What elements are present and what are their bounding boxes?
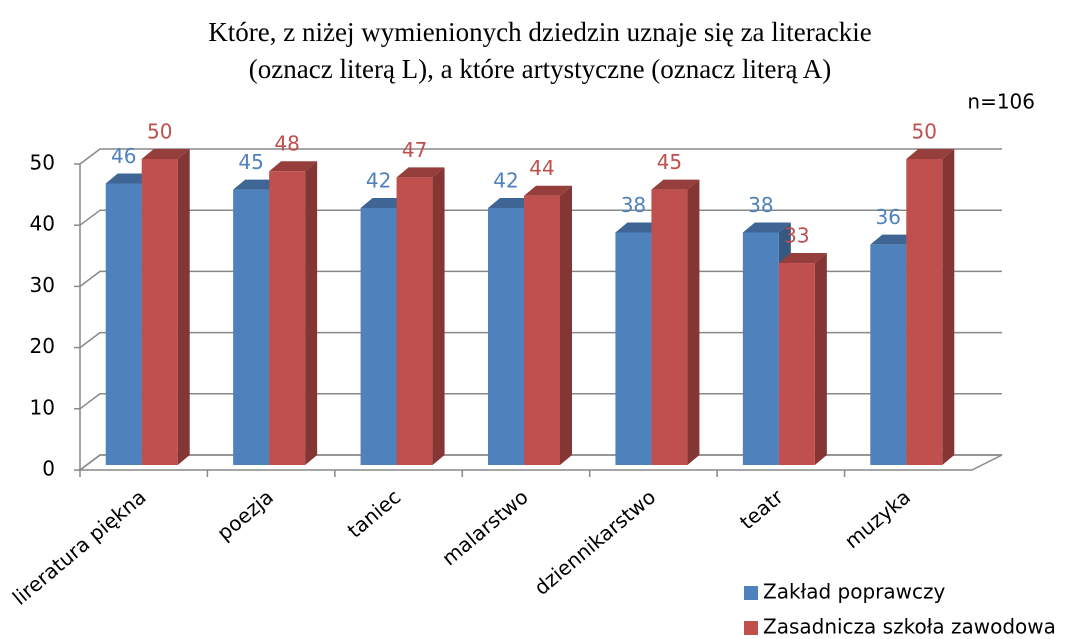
data-label: 46: [111, 144, 136, 168]
bar-side: [942, 149, 955, 465]
data-label: 44: [529, 156, 554, 180]
bar-side: [687, 179, 700, 465]
bar: [396, 177, 433, 466]
bar: [651, 189, 688, 465]
y-tick-label: 50: [30, 151, 55, 175]
legend-swatch: [744, 586, 758, 600]
bar: [233, 189, 270, 465]
data-label: 45: [238, 150, 263, 174]
bar: [778, 263, 815, 465]
grid-line: [79, 331, 1002, 349]
bar: [105, 183, 142, 466]
chart-title: (oznacz literą L), a które artystyczne (…: [249, 54, 831, 84]
data-label: 50: [912, 120, 937, 144]
data-label: 36: [876, 205, 901, 229]
grid-line: [79, 209, 1002, 226]
data-label: 42: [366, 168, 391, 192]
bar-top: [778, 253, 827, 264]
bar-side: [177, 149, 190, 465]
grid-line: [79, 148, 1002, 165]
grid-line: [79, 454, 1002, 471]
bar: [615, 232, 652, 465]
legend-label: Zakład poprawczy: [763, 580, 945, 604]
bar: [524, 195, 560, 465]
y-tick-label: 20: [30, 334, 55, 358]
data-label: 45: [657, 150, 682, 174]
x-tick-label: lireratura piękna: [8, 485, 151, 610]
bar-top: [269, 161, 318, 172]
legend-swatch: [744, 621, 758, 635]
bar: [269, 171, 306, 466]
x-tick-label: muzyka: [840, 485, 915, 554]
bar-top: [141, 149, 190, 159]
y-tick-label: 30: [30, 273, 55, 297]
bar-side: [305, 161, 318, 466]
grid-line: [79, 270, 1002, 287]
y-tick-label: 40: [30, 212, 55, 236]
bar-top: [524, 185, 572, 196]
bar: [360, 207, 397, 465]
chart-title: Które, z niżej wymienionych dziedzin uzn…: [208, 17, 871, 47]
bar-top: [906, 149, 955, 159]
data-label: 48: [274, 132, 299, 156]
bar: [488, 207, 524, 465]
legend-label: Zasadnicza szkoła zawodowa: [763, 615, 1056, 639]
data-label: 50: [147, 120, 172, 144]
grid-line: [79, 393, 1002, 410]
x-tick-label: poezja: [212, 485, 278, 546]
data-label: 38: [621, 193, 646, 217]
bar-side: [432, 167, 445, 466]
bar: [141, 159, 178, 465]
x-tick-label: dziennikarstwo: [529, 485, 660, 600]
data-label: 33: [784, 224, 809, 248]
bar: [870, 244, 907, 465]
x-tick-label: teatr: [735, 484, 788, 534]
bar-top: [742, 222, 791, 233]
bar: [742, 232, 779, 465]
data-label: 47: [402, 138, 427, 162]
data-label: 38: [748, 193, 773, 217]
bar: [906, 159, 943, 465]
y-tick-label: 0: [42, 457, 55, 481]
x-tick-label: malarstwo: [437, 485, 533, 571]
data-label: 42: [493, 168, 518, 192]
bar-side: [560, 185, 572, 465]
bar-top: [651, 179, 700, 190]
bar-top: [396, 167, 445, 178]
x-tick-label: taniec: [343, 485, 406, 543]
y-tick-label: 10: [30, 395, 55, 419]
bar-side: [814, 253, 827, 465]
annotation: n=106: [967, 90, 1035, 114]
